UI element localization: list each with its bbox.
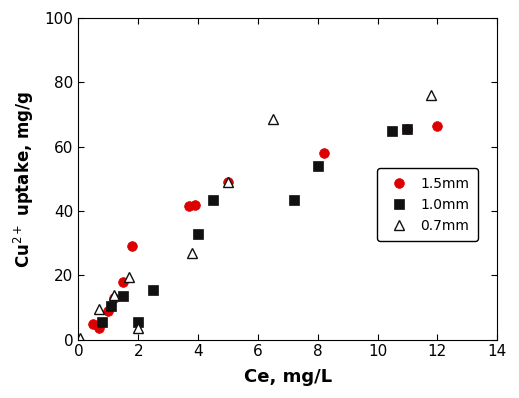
Line: 1.5mm: 1.5mm	[88, 121, 442, 333]
1.5mm	[434, 123, 441, 128]
1.0mm	[291, 197, 297, 202]
X-axis label: Ce, mg/L: Ce, mg/L	[244, 368, 332, 386]
1.0mm	[120, 294, 126, 298]
Legend: 1.5mm, 1.0mm, 0.7mm: 1.5mm, 1.0mm, 0.7mm	[377, 168, 477, 241]
1.0mm	[108, 303, 114, 308]
0.7mm	[77, 336, 83, 340]
1.5mm	[105, 308, 112, 313]
Line: 1.0mm: 1.0mm	[98, 124, 412, 327]
Y-axis label: Cu$^{2+}$ uptake, mg/g: Cu$^{2+}$ uptake, mg/g	[12, 90, 36, 267]
1.5mm	[90, 321, 97, 326]
1.5mm	[111, 295, 117, 300]
1.5mm	[192, 202, 198, 207]
1.0mm	[210, 197, 216, 202]
1.0mm	[195, 231, 201, 236]
1.0mm	[404, 127, 411, 131]
1.0mm	[150, 287, 156, 292]
1.5mm	[321, 151, 327, 156]
0.7mm	[135, 326, 141, 331]
1.0mm	[99, 320, 105, 324]
0.7mm	[111, 292, 117, 297]
Line: 0.7mm: 0.7mm	[75, 90, 436, 343]
0.7mm	[225, 180, 231, 185]
1.5mm	[404, 127, 411, 131]
1.5mm	[129, 244, 135, 249]
1.5mm	[186, 204, 192, 209]
0.7mm	[428, 93, 434, 98]
0.7mm	[189, 250, 195, 255]
1.0mm	[315, 164, 321, 168]
0.7mm	[126, 275, 132, 279]
1.5mm	[96, 326, 102, 331]
0.7mm	[96, 307, 102, 312]
1.0mm	[135, 320, 141, 324]
1.0mm	[389, 128, 395, 133]
1.5mm	[120, 279, 126, 284]
0.7mm	[270, 117, 276, 122]
1.5mm	[225, 180, 231, 185]
